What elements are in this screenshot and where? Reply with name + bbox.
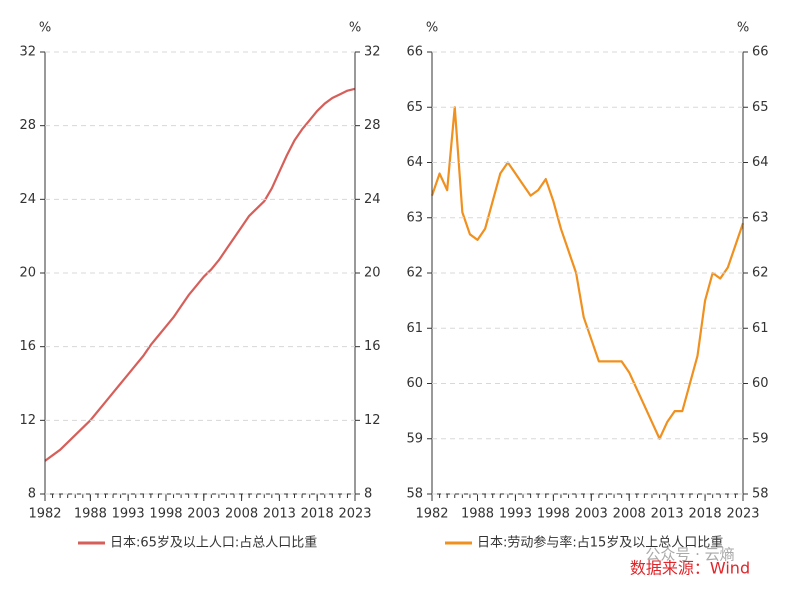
y-tick-label: 58 (752, 487, 769, 502)
x-tick-label: 2008 (225, 507, 258, 522)
x-tick-label: 2023 (726, 507, 759, 522)
y-tick-label: 8 (364, 487, 372, 502)
x-tick-label: 2018 (689, 507, 722, 522)
y-tick-label: 58 (406, 487, 423, 502)
y-tick-label: 12 (19, 413, 36, 428)
y-tick-label: 28 (364, 118, 381, 133)
x-tick-label: 1993 (112, 507, 145, 522)
y-tick-label: 16 (364, 339, 381, 354)
y-tick-label: 20 (364, 266, 381, 281)
y-unit: % (426, 21, 438, 36)
data-line (44, 87, 356, 462)
watermark: 公众号 · 云熵 (645, 546, 734, 564)
y-tick-label: 16 (19, 339, 36, 354)
y-tick-label: 63 (752, 210, 769, 225)
y-tick-label: 60 (752, 376, 769, 391)
y-tick-label: 8 (28, 487, 36, 502)
x-tick-label: 2013 (263, 507, 296, 522)
y-tick-label: 28 (19, 118, 36, 133)
y-tick-label: 20 (19, 266, 36, 281)
y-tick-label: 59 (752, 431, 769, 446)
y-tick-label: 24 (19, 192, 36, 207)
y-tick-label: 12 (364, 413, 381, 428)
y-tick-label: 61 (752, 321, 769, 336)
x-tick-label: 1988 (461, 507, 494, 522)
y-tick-label: 65 (406, 100, 423, 115)
source: 数据来源：Wind (630, 559, 750, 578)
y-tick-label: 66 (752, 45, 769, 60)
y-unit: % (737, 21, 749, 36)
y-tick-label: 65 (752, 100, 769, 115)
x-tick-label: 2013 (651, 507, 684, 522)
x-tick-label: 2003 (187, 507, 220, 522)
y-tick-label: 59 (406, 431, 423, 446)
y-tick-label: 64 (752, 155, 769, 170)
y-tick-label: 32 (364, 45, 381, 60)
y-tick-label: 63 (406, 210, 423, 225)
y-tick-label: 62 (406, 266, 423, 281)
x-tick-label: 2023 (338, 507, 371, 522)
y-tick-label: 32 (19, 45, 36, 60)
y-tick-label: 24 (364, 192, 381, 207)
x-tick-label: 1993 (499, 507, 532, 522)
y-tick-label: 62 (752, 266, 769, 281)
y-tick-label: 61 (406, 321, 423, 336)
y-unit: % (349, 21, 361, 36)
legend-label: 日本:劳动参与率:占15岁及以上总人口比重 (477, 535, 723, 551)
legend-label: 日本:65岁及以上人口:占总人口比重 (110, 535, 317, 551)
y-tick-label: 60 (406, 376, 423, 391)
x-tick-label: 1982 (28, 507, 61, 522)
x-tick-label: 2003 (575, 507, 608, 522)
y-tick-label: 64 (406, 155, 423, 170)
x-tick-label: 1998 (537, 507, 570, 522)
x-tick-label: 2008 (613, 507, 646, 522)
x-tick-label: 1982 (415, 507, 448, 522)
x-tick-label: 2018 (301, 507, 334, 522)
y-unit: % (39, 21, 51, 36)
x-tick-label: 1998 (149, 507, 182, 522)
y-tick-label: 66 (406, 45, 423, 60)
x-tick-label: 1988 (74, 507, 107, 522)
